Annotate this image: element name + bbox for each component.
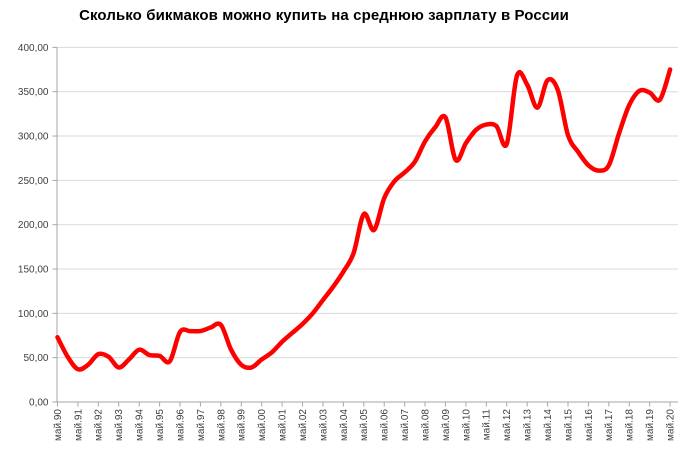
x-axis-label: май.10 xyxy=(461,409,472,441)
x-axis-label: май.06 xyxy=(380,409,391,441)
x-axis-label: май.18 xyxy=(625,409,636,441)
x-axis-ticks xyxy=(57,402,671,407)
x-axis-label: май.16 xyxy=(584,409,595,441)
x-axis-label: май.08 xyxy=(420,409,431,441)
x-axis-label: май.99 xyxy=(237,409,248,441)
x-axis-label: май.03 xyxy=(318,409,329,441)
x-axis-label: май.97 xyxy=(196,409,207,441)
y-axis-label: 100,00 xyxy=(18,309,49,320)
x-axis-label: май.17 xyxy=(604,409,615,441)
x-axis-label: май.00 xyxy=(257,409,268,441)
x-axis-label: май.91 xyxy=(73,409,84,441)
y-axis-ticks xyxy=(52,46,57,403)
y-axis-label: 400,00 xyxy=(18,43,49,54)
x-axis-label: май.93 xyxy=(114,409,125,441)
y-axis-label: 300,00 xyxy=(18,131,49,142)
y-axis-label: 250,00 xyxy=(18,176,49,187)
y-axis-labels: 0,00 50,00 100,00 150,00 200,00 250,00 300,00 3… xyxy=(18,43,49,409)
x-axis-label: май.05 xyxy=(359,409,370,441)
x-axis-label: май.07 xyxy=(400,409,411,441)
x-axis-label: май.90 xyxy=(53,409,64,441)
y-axis-label: 350,00 xyxy=(18,87,49,98)
x-axis-labels: май.90 май.91 май.92 май.93 май.94 май.95 май.… xyxy=(53,409,677,441)
x-axis-label: май.19 xyxy=(645,409,656,441)
x-axis-label: май.92 xyxy=(94,409,105,441)
x-axis-label: май.98 xyxy=(216,409,227,441)
y-axis-label: 150,00 xyxy=(18,264,49,275)
x-axis-label: май.95 xyxy=(155,409,166,441)
x-axis-label: май.01 xyxy=(278,409,289,441)
x-axis-label: май.09 xyxy=(441,409,452,441)
y-axis-label: 0,00 xyxy=(29,397,49,408)
series-line-bigmacs xyxy=(55,67,673,372)
x-axis-label: май.11 xyxy=(482,409,493,441)
x-axis-label: май.94 xyxy=(135,409,146,441)
x-axis-label: май.04 xyxy=(339,409,350,441)
x-axis-label: май.96 xyxy=(175,409,186,441)
x-axis-label: май.02 xyxy=(298,409,309,441)
x-axis-label: май.20 xyxy=(666,409,677,441)
chart-title: Сколько бикмаков можно купить на среднюю… xyxy=(79,7,569,24)
x-axis-label: май.13 xyxy=(523,409,534,441)
x-axis-label: май.12 xyxy=(502,409,513,441)
y-axis-label: 200,00 xyxy=(18,220,49,231)
x-axis-label: май.14 xyxy=(543,409,554,441)
x-axis-label: май.15 xyxy=(563,409,574,441)
y-axis-label: 50,00 xyxy=(23,353,48,364)
gridlines xyxy=(57,46,678,359)
